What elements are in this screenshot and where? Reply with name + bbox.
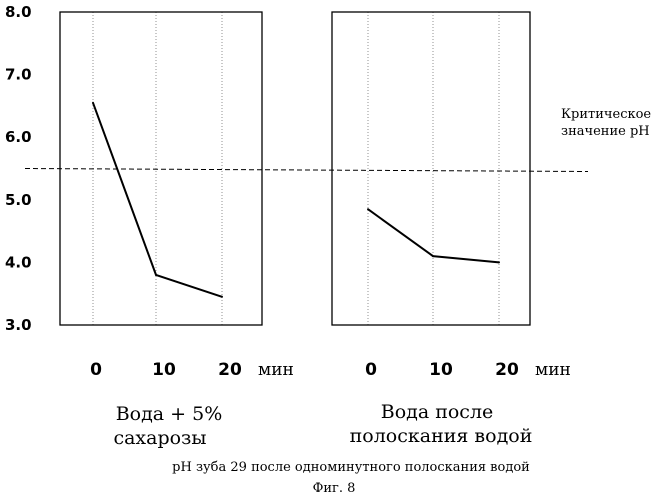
grid-lines — [93, 12, 499, 325]
series-lines — [92, 102, 500, 298]
x-axis-ticks: 0 10 20 мин 0 10 20 мин — [90, 360, 571, 380]
panel2-title-line1: Вода после — [381, 401, 494, 423]
panel2-x-tick-0: 0 — [365, 360, 377, 380]
panel2-frame — [332, 12, 530, 325]
panel1-point-1 — [155, 274, 157, 276]
y-tick-8.0: 8.0 — [5, 3, 32, 21]
panel2-x-tick-10: 10 — [429, 360, 453, 380]
panel1-x-tick-0: 0 — [90, 360, 102, 380]
y-tick-5.0: 5.0 — [5, 191, 32, 209]
panel2-point-0 — [367, 208, 369, 210]
y-tick-6.0: 6.0 — [5, 128, 32, 146]
panel-frames — [60, 12, 530, 325]
critical-ph-line — [25, 169, 588, 172]
figure-label: Фиг. 8 — [313, 481, 356, 496]
y-tick-4.0: 4.0 — [5, 253, 32, 271]
panel2-x-unit: мин — [535, 360, 571, 380]
figure-caption: pH зуба 29 после одноминутного полоскани… — [172, 460, 530, 475]
panel1-x-unit: мин — [258, 360, 294, 380]
panel1-point-2 — [221, 296, 223, 298]
panel1-point-0 — [92, 102, 94, 104]
panel1-x-tick-20: 20 — [218, 360, 242, 380]
y-tick-3.0: 3.0 — [5, 316, 32, 334]
panel2-point-1 — [432, 255, 434, 257]
critical-label-line1: Критическое — [561, 107, 651, 122]
reference-line — [25, 169, 588, 172]
y-tick-7.0: 7.0 — [5, 66, 32, 84]
panel1-series-line — [93, 103, 222, 297]
panel1-title-line1: Вода + 5% — [116, 403, 223, 425]
critical-label-line2: значение pH — [561, 124, 650, 139]
panel2-x-tick-20: 20 — [495, 360, 519, 380]
panel2-series-line — [368, 209, 499, 262]
panel1-x-tick-10: 10 — [152, 360, 176, 380]
panel2-title-line2: полоскания водой — [350, 425, 533, 447]
panel1-title-line2: сахарозы — [113, 427, 206, 449]
panel2-point-2 — [498, 261, 500, 263]
